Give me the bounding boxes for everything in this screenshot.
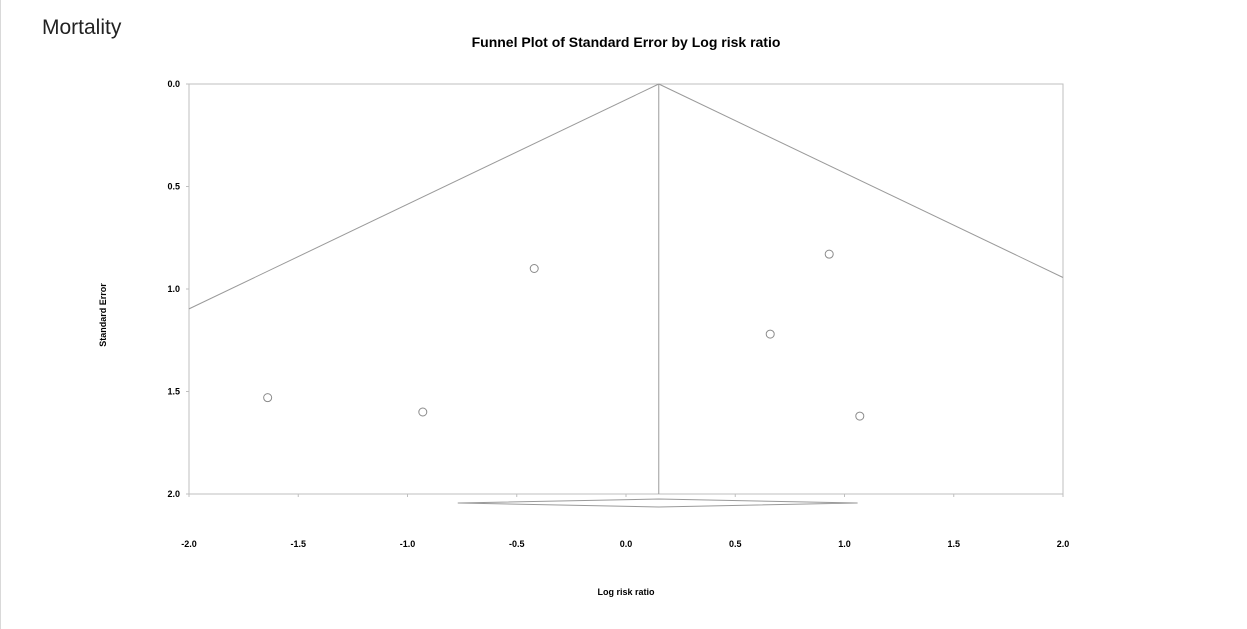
x-tick-label: -0.5: [509, 539, 525, 549]
funnel-lines: [188, 83, 1064, 494]
y-axis-ticks: 0.0 0.5 1.0 1.5 2.0: [167, 79, 189, 499]
x-tick-label: 1.0: [838, 539, 851, 549]
funnel-right-line: [658, 83, 1064, 278]
funnel-left-line: [188, 83, 659, 310]
y-tick-label: 1.5: [167, 387, 180, 397]
study-point: [263, 393, 273, 403]
study-point: [529, 264, 539, 273]
study-point: [824, 249, 834, 259]
study-point: [765, 329, 775, 339]
x-axis-ticks: -2.0 -1.5 -1.0 -0.5 0.0 0.5 1.0 1.5 2.0: [181, 494, 1069, 549]
x-tick-label: -1.5: [290, 539, 306, 549]
y-tick-label: 1.0: [167, 284, 180, 294]
summary-diamond-group: [457, 498, 858, 508]
x-tick-label: 1.5: [947, 539, 960, 549]
x-tick-label: 0.5: [729, 539, 742, 549]
x-tick-label: 2.0: [1057, 539, 1070, 549]
study-point: [855, 411, 865, 421]
y-tick-label: 2.0: [167, 489, 180, 499]
section-label: Mortality: [42, 16, 122, 39]
chart-title: Funnel Plot of Standard Error by Log ris…: [472, 34, 781, 50]
x-axis-label: Log risk ratio: [597, 587, 655, 597]
y-axis-label: Standard Error: [98, 283, 108, 347]
x-tick-label: -2.0: [181, 539, 197, 549]
plot-frame: [188, 83, 1064, 495]
y-tick-label: 0.5: [167, 182, 180, 192]
data-points: [263, 249, 865, 421]
x-tick-label: 0.0: [620, 539, 633, 549]
summary-diamond: [457, 498, 858, 508]
x-tick-label: -1.0: [400, 539, 416, 549]
study-point: [418, 407, 428, 417]
y-tick-label: 0.0: [167, 79, 180, 89]
